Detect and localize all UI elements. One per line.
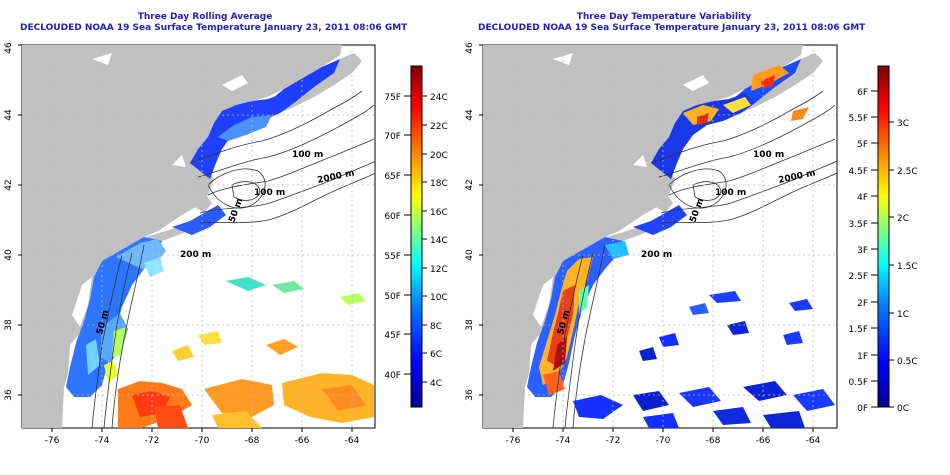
colorbar-c-label: 10C (430, 293, 448, 303)
right-map-title-line1: Three Day Temperature Variability (576, 12, 752, 22)
left-lon-labels: -76 -74 -72 -70 -68 -66 -64 (45, 436, 360, 446)
lon-label: -72 (145, 436, 160, 446)
left-sst-field (66, 59, 374, 428)
colorbar-f-label: 75F (384, 93, 401, 103)
lon-label: -66 (756, 436, 771, 446)
left-map-title: Three Day Rolling Average DECLOUDED NOAA… (20, 12, 408, 34)
lon-label: -76 (506, 436, 521, 446)
lon-label: -72 (606, 436, 621, 446)
colorbar-f-label: 1.5F (849, 325, 869, 335)
colorbar-c-label: 4C (430, 379, 442, 389)
colorbar-f-label: 2F (857, 299, 868, 309)
right-variability-field (527, 59, 835, 428)
contour-label-200m: 200 m (641, 250, 672, 260)
colorbar-f-label: 4.5F (849, 167, 869, 177)
lat-label: 44 (465, 109, 475, 121)
colorbar-c-label: 2.5C (897, 167, 918, 177)
lat-label: 38 (4, 319, 14, 331)
left-map-title-line1: Three Day Rolling Average (137, 12, 273, 22)
right-map-title-line2: DECLOUDED NOAA 19 Sea Surface Temperatur… (478, 23, 866, 33)
lon-label: -74 (95, 436, 110, 446)
left-axis-ticks (18, 44, 353, 432)
colorbar-f-label: 4F (857, 193, 868, 203)
lat-label: 36 (465, 389, 475, 401)
contour-label-100m-b: 100 m (254, 188, 285, 198)
right-map-title: Three Day Temperature Variability DECLOU… (478, 12, 866, 34)
colorbar-c-label: 8C (430, 322, 442, 332)
colorbar-f-label: 1F (857, 352, 868, 362)
colorbar-c-label: 14C (430, 236, 448, 246)
colorbar-f-label: 6F (857, 88, 868, 98)
colorbar-c-label: 1.5C (897, 262, 918, 272)
lat-label: 36 (4, 389, 14, 401)
lat-label: 42 (465, 179, 475, 190)
right-colorbar: 0F 0.5F 1F 1.5F 2F 2.5F 3F 3.5F 4F 4.5F … (849, 65, 918, 414)
contour-label-200m: 200 m (180, 250, 211, 260)
colorbar-f-label: 3.5F (849, 220, 869, 230)
colorbar-c-label: 0.5C (897, 357, 918, 367)
lon-label: -66 (295, 436, 310, 446)
colorbar-f-label: 0.5F (849, 378, 869, 388)
colorbar-f-label: 50F (384, 292, 401, 302)
colorbar-f-label: 60F (384, 212, 401, 222)
lon-label: -70 (656, 436, 671, 446)
colorbar-c-label: 18C (430, 179, 448, 189)
colorbar-c-label: 0C (897, 404, 909, 414)
contour-label-100m-a: 100 m (753, 150, 784, 160)
colorbar-c-label: 1C (897, 310, 909, 320)
colorbar-f-label: 5.5F (849, 114, 869, 124)
lon-label: -70 (195, 436, 210, 446)
lat-label: 46 (4, 42, 14, 54)
colorbar-f-label: 55F (384, 252, 401, 262)
contour-label-100m-b: 100 m (715, 188, 746, 198)
colorbar-c-label: 12C (430, 265, 448, 275)
colorbar-f-label: 2.5F (849, 272, 869, 282)
right-map: 100 m 100 m 50 m 2000 m 200 m 50 m -76 -… (465, 42, 918, 446)
lat-label: 42 (4, 179, 14, 190)
colorbar-f-label: 45F (384, 331, 401, 341)
colorbar-f-label: 70F (384, 132, 401, 142)
contour-label-100m-a: 100 m (292, 150, 323, 160)
lon-label: -64 (806, 436, 821, 446)
lat-label: 46 (465, 42, 475, 54)
colorbar-c-label: 3C (897, 119, 909, 129)
left-colorbar-gradient (410, 65, 423, 408)
left-map: 100 m 100 m 50 m 2000 m 200 m 50 m -76 -… (4, 42, 448, 446)
colorbar-c-label: 2C (897, 214, 909, 224)
colorbar-f-label: 5F (857, 140, 868, 150)
lon-label: -76 (45, 436, 60, 446)
left-lat-labels: 36 38 40 42 44 46 (4, 42, 14, 401)
colorbar-c-label: 24C (430, 93, 448, 103)
lat-label: 38 (465, 319, 475, 331)
right-lon-labels: -76 -74 -72 -70 -68 -66 -64 (506, 436, 821, 446)
lat-label: 40 (465, 249, 475, 261)
lat-label: 40 (4, 249, 14, 261)
lon-label: -68 (245, 436, 260, 446)
left-map-title-line2: DECLOUDED NOAA 19 Sea Surface Temperatur… (20, 23, 408, 33)
lat-label: 44 (4, 109, 14, 121)
colorbar-f-label: 0F (857, 404, 868, 414)
lon-label: -74 (556, 436, 571, 446)
colorbar-c-label: 16C (430, 208, 448, 218)
lon-label: -64 (345, 436, 360, 446)
left-colorbar: 40F 45F 50F 55F 60F 65F 70F 75F 4C 6C 8C… (384, 65, 448, 408)
colorbar-c-label: 22C (430, 122, 448, 132)
colorbar-c-label: 20C (430, 151, 448, 161)
colorbar-c-label: 6C (430, 350, 442, 360)
lon-label: -68 (706, 436, 721, 446)
colorbar-f-label: 3F (857, 246, 868, 256)
colorbar-f-label: 65F (384, 172, 401, 182)
right-axis-ticks (479, 44, 814, 432)
right-lat-labels: 36 38 40 42 44 46 (465, 42, 475, 401)
colorbar-f-label: 40F (384, 371, 401, 381)
right-colorbar-gradient (877, 65, 890, 408)
